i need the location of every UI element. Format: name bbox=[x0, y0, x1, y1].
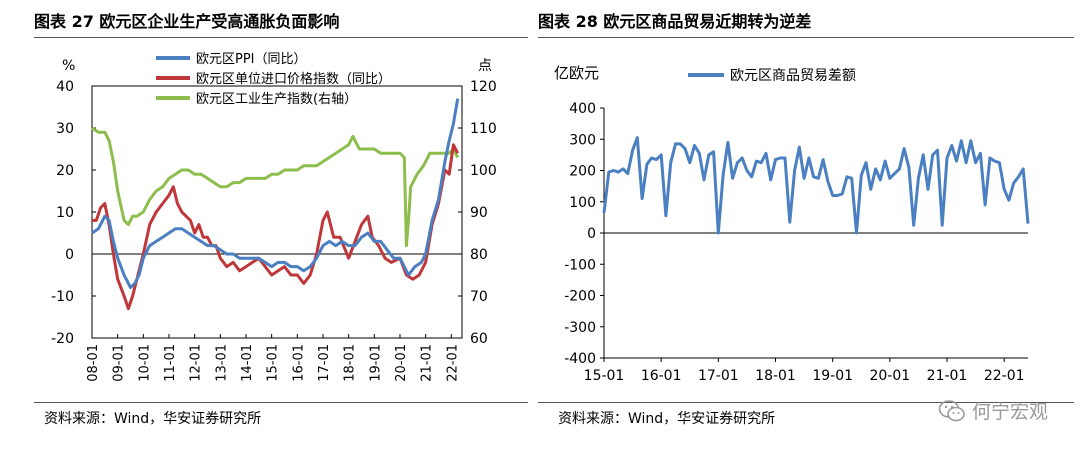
legend-label: 欧元区PPI（同比） bbox=[196, 52, 307, 67]
x-tick-label: 21-01 bbox=[420, 344, 435, 382]
y-tick-label: -10 bbox=[51, 289, 74, 305]
y-axis-unit: 亿欧元 bbox=[554, 64, 599, 82]
source-note: 资料来源：Wind，华安证券研究所 bbox=[44, 411, 262, 427]
y-tick-label: 0 bbox=[65, 247, 74, 263]
chart-title: 图表 27 欧元区企业生产受高通胀负面影响 bbox=[34, 12, 340, 31]
series-line bbox=[91, 98, 460, 290]
figure-28-panel: 图表 28 欧元区商品贸易近期转为逆差 -400 -300 -200 -100 0 100… bbox=[532, 0, 1080, 457]
title-divider bbox=[538, 37, 1074, 38]
x-tick-label: 12-01 bbox=[189, 344, 204, 382]
x-tick-label: 13-01 bbox=[214, 344, 229, 382]
y-tick-label: 100 bbox=[569, 195, 596, 211]
watermark: 何宁宏观 bbox=[938, 397, 1048, 424]
y2-tick-label: 120 bbox=[470, 79, 497, 95]
x-tick-label: 15-01 bbox=[266, 344, 281, 382]
y2-tick-label: 100 bbox=[470, 163, 497, 179]
y-tick-label: -20 bbox=[51, 331, 74, 347]
x-tick-label: 08-01 bbox=[86, 344, 101, 382]
series-line bbox=[602, 136, 1030, 235]
x-tick-label: 09-01 bbox=[112, 344, 127, 382]
y2-axis-unit: 点 bbox=[478, 58, 492, 74]
y-tick-label: 30 bbox=[56, 121, 74, 137]
x-tick-label: 22-01 bbox=[984, 368, 1025, 384]
x-tick-label: 18-01 bbox=[343, 344, 358, 382]
wechat-icon bbox=[938, 399, 965, 421]
legend-label: 欧元区单位进口价格指数（同比） bbox=[196, 71, 391, 87]
x-tick-label: 11-01 bbox=[163, 344, 178, 382]
chart-28-plot: -400 -300 -200 -100 0 100 200 300 400 亿欧元 15-01 16-… bbox=[554, 64, 1030, 384]
y-tick-label: 40 bbox=[56, 79, 74, 95]
source-note: 资料来源：Wind，华安证券研究所 bbox=[558, 411, 776, 427]
y-axis-unit: % bbox=[62, 58, 75, 74]
y2-tick-label: 80 bbox=[470, 247, 488, 263]
y-tick-label: 20 bbox=[56, 163, 74, 179]
y2-tick-label: 70 bbox=[470, 289, 488, 305]
legend-label: 欧元区工业生产指数(右轴） bbox=[196, 92, 357, 107]
y2-tick-label: 110 bbox=[470, 121, 497, 137]
chart-title: 图表 28 欧元区商品贸易近期转为逆差 bbox=[538, 12, 812, 31]
y-tick-label: 0 bbox=[587, 226, 596, 242]
source-divider bbox=[538, 402, 1074, 403]
x-tick-label: 20-01 bbox=[869, 368, 910, 384]
series-line bbox=[92, 143, 460, 311]
y-tick-label: -400 bbox=[564, 351, 596, 367]
series-line bbox=[91, 126, 460, 248]
y2-tick-label: 90 bbox=[470, 205, 488, 221]
x-tick-label: 19-01 bbox=[368, 344, 383, 382]
y-tick-label: -200 bbox=[564, 289, 596, 305]
chart-27-plot: -20 -10 0 10 20 30 40 60 70 80 90 100 110 120% 点 08-01 0… bbox=[51, 52, 497, 382]
y2-tick-label: 60 bbox=[470, 331, 488, 347]
y-tick-label: 200 bbox=[569, 164, 596, 180]
x-tick-label: 16-01 bbox=[291, 344, 306, 382]
y-tick-label: 10 bbox=[56, 205, 74, 221]
x-tick-label: 18-01 bbox=[755, 368, 796, 384]
legend-label: 欧元区商品贸易差额 bbox=[730, 68, 856, 84]
x-tick-label: 17-01 bbox=[317, 344, 332, 382]
x-tick-label: 15-01 bbox=[584, 368, 625, 384]
y-tick-label: -100 bbox=[564, 257, 596, 273]
source-divider bbox=[34, 402, 528, 403]
x-tick-label: 14-01 bbox=[240, 344, 255, 382]
y-tick-label: -300 bbox=[564, 320, 596, 336]
x-tick-label: 16-01 bbox=[641, 368, 682, 384]
x-tick-label: 17-01 bbox=[698, 368, 739, 384]
x-tick-label: 10-01 bbox=[137, 344, 152, 382]
y-tick-label: 400 bbox=[569, 101, 596, 117]
y-tick-label: 300 bbox=[569, 132, 596, 148]
title-divider bbox=[34, 37, 528, 38]
x-tick-label: 19-01 bbox=[812, 368, 853, 384]
x-tick-label: 21-01 bbox=[927, 368, 968, 384]
x-tick-label: 22-01 bbox=[445, 344, 460, 382]
figure-27-panel: 图表 27 欧元区企业生产受高通胀负面影响 -20 -10 0 10 20 30 40 60 7… bbox=[0, 0, 532, 457]
x-tick-label: 20-01 bbox=[394, 344, 409, 382]
watermark-text: 何宁宏观 bbox=[971, 401, 1048, 423]
